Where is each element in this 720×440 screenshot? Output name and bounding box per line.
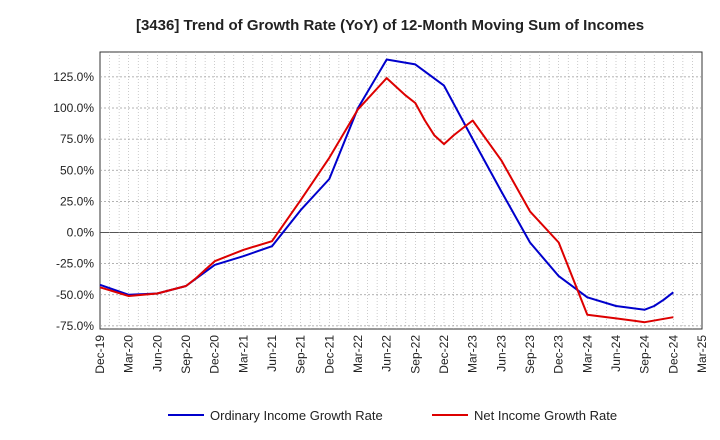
x-tick-label: Dec-24: [666, 335, 680, 374]
y-tick-label: 125.0%: [53, 70, 94, 84]
x-tick-label: Sep-21: [294, 335, 308, 374]
x-tick-label: Dec-22: [437, 335, 451, 374]
legend: Ordinary Income Growth Rate Net Income Gr…: [168, 408, 617, 423]
series-lines: [99, 58, 674, 324]
x-tick-label: Sep-24: [638, 335, 652, 374]
legend-label: Net Income Growth Rate: [474, 408, 617, 423]
x-tick-label: Jun-24: [609, 335, 623, 372]
x-tick-label: Jun-20: [150, 335, 164, 372]
x-tick-label: Dec-23: [552, 335, 566, 374]
y-tick-label: 50.0%: [60, 163, 94, 177]
x-tick-label: Sep-20: [179, 335, 193, 374]
y-tick-label: -50.0%: [56, 288, 94, 302]
y-tick-label: 75.0%: [60, 132, 94, 146]
series-line: [99, 58, 674, 311]
x-tick-label: Dec-20: [208, 335, 222, 374]
x-tick-label: Mar-24: [580, 335, 594, 373]
x-tick-label: Mar-22: [351, 335, 365, 373]
y-tick-label: -25.0%: [56, 257, 94, 271]
x-tick-label: Dec-19: [93, 335, 107, 374]
x-tick-label: Sep-23: [523, 335, 537, 374]
x-tick-label: Jun-23: [494, 335, 508, 372]
y-tick-label: -75.0%: [56, 319, 94, 333]
x-tick-label: Jun-22: [380, 335, 394, 372]
x-tick-label: Mar-23: [466, 335, 480, 373]
series-line: [99, 77, 674, 324]
x-tick-label: Dec-21: [322, 335, 336, 374]
y-tick-label: 0.0%: [67, 226, 95, 240]
x-tick-label: Jun-21: [265, 335, 279, 372]
legend-label: Ordinary Income Growth Rate: [210, 408, 383, 423]
axis-tick-labels: 125.0% 100.0% 75.0% 50.0% 25.0% 0.0% -25.0% -50…: [53, 70, 709, 374]
x-tick-label: Mar-25: [695, 335, 709, 373]
y-tick-label: 25.0%: [60, 194, 94, 208]
y-tick-label: 100.0%: [53, 101, 94, 115]
x-tick-label: Sep-22: [408, 335, 422, 374]
chart-title: [3436] Trend of Growth Rate (YoY) of 12-…: [136, 17, 644, 34]
x-tick-label: Mar-21: [236, 335, 250, 373]
x-tick-label: Mar-20: [122, 335, 136, 373]
plot-area: [99, 51, 703, 330]
